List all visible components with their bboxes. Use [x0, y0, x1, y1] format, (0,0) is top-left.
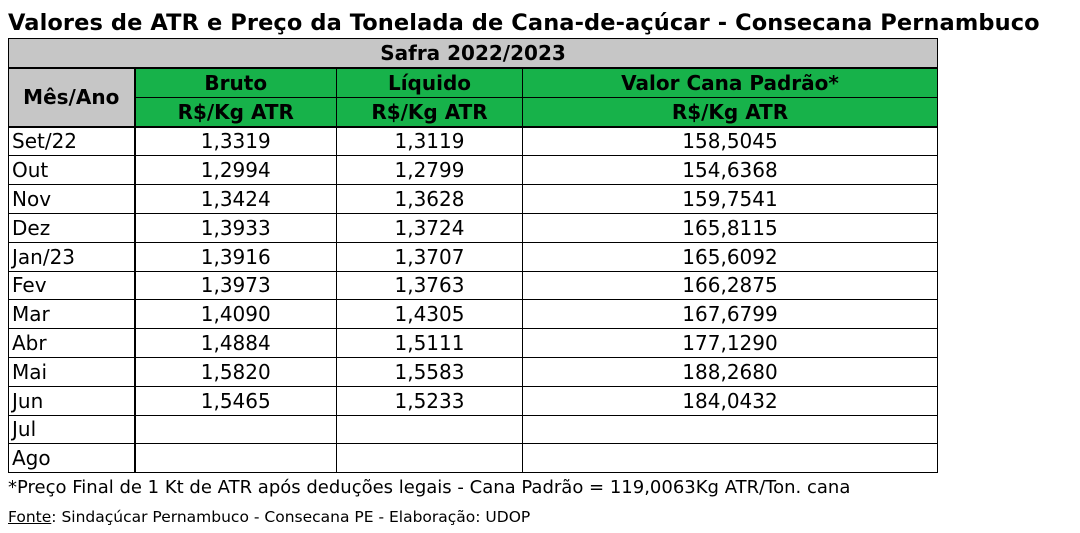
month-cell: Mar [8, 299, 136, 330]
liquido-cell: 1,3119 [336, 126, 523, 157]
bruto-cell: 1,3933 [134, 212, 337, 243]
liquido-cell: 1,3724 [336, 212, 523, 243]
month-cell: Jun [8, 385, 136, 416]
table-row: Mar 1,4090 1,4305 167,6799 [8, 299, 938, 330]
table-row: Dez 1,3933 1,3724 165,8115 [8, 212, 938, 243]
valor-cana-header: Valor Cana Padrão* [522, 67, 938, 98]
month-year-header: Mês/Ano [8, 67, 136, 128]
liquido-cell: 1,2799 [336, 155, 523, 186]
month-cell: Nov [8, 184, 136, 214]
bruto-unit: R$/Kg ATR [134, 96, 337, 128]
bruto-cell: 1,4090 [134, 299, 337, 330]
valor-cana-cell: 184,0432 [522, 385, 938, 416]
source-text: : Sindaçúcar Pernambuco - Consecana PE -… [51, 508, 531, 526]
bruto-cell: 1,3973 [134, 270, 337, 301]
valor-cana-cell: 158,5045 [522, 126, 938, 157]
source-label: Fonte [8, 508, 52, 526]
month-cell: Abr [8, 328, 136, 358]
valor-cana-cell: 166,2875 [522, 270, 938, 301]
liquido-header: Líquido [336, 67, 523, 98]
bruto-cell: 1,2994 [134, 155, 337, 186]
bruto-cell [134, 443, 337, 474]
bruto-cell [134, 414, 337, 445]
table-row: Ago [8, 443, 938, 474]
month-cell: Mai [8, 356, 136, 387]
safra-row: Safra 2022/2023 [8, 38, 938, 69]
bruto-cell: 1,5820 [134, 356, 337, 387]
valor-cana-cell: 165,6092 [522, 241, 938, 272]
month-cell: Dez [8, 212, 136, 243]
bruto-cell: 1,4884 [134, 328, 337, 358]
table-row: Set/22 1,3319 1,3119 158,5045 [8, 126, 938, 157]
month-cell: Out [8, 155, 136, 186]
column-header-row: Mês/Ano Bruto Líquido Valor Cana Padrão* [8, 67, 938, 128]
atr-price-table: Safra 2022/2023 Mês/Ano Bruto Líquido Va… [8, 38, 938, 474]
table-body: Safra 2022/2023 Mês/Ano Bruto Líquido Va… [8, 38, 938, 474]
month-cell: Ago [8, 443, 136, 474]
month-cell: Set/22 [8, 126, 136, 157]
footnote: *Preço Final de 1 Kt de ATR após deduçõe… [8, 477, 851, 498]
valor-cana-cell: 165,8115 [522, 212, 938, 243]
month-cell: Fev [8, 270, 136, 301]
table-row: Nov 1,3424 1,3628 159,7541 [8, 184, 938, 214]
bruto-cell: 1,5465 [134, 385, 337, 416]
table-row: Jun 1,5465 1,5233 184,0432 [8, 385, 938, 416]
liquido-cell: 1,5583 [336, 356, 523, 387]
table-row: Jan/23 1,3916 1,3707 165,6092 [8, 241, 938, 272]
valor-cana-cell: 167,6799 [522, 299, 938, 330]
liquido-cell: 1,3707 [336, 241, 523, 272]
table-row: Mai 1,5820 1,5583 188,2680 [8, 356, 938, 387]
liquido-cell [336, 414, 523, 445]
table-row: Fev 1,3973 1,3763 166,2875 [8, 270, 938, 301]
liquido-cell: 1,4305 [336, 299, 523, 330]
valor-cana-cell: 188,2680 [522, 356, 938, 387]
valor-cana-cell: 159,7541 [522, 184, 938, 214]
bruto-header: Bruto [134, 67, 337, 98]
valor-cana-cell: 154,6368 [522, 155, 938, 186]
month-cell: Jan/23 [8, 241, 136, 272]
valor-cana-cell [522, 443, 938, 474]
valor-cana-unit: R$/Kg ATR [522, 96, 938, 128]
liquido-cell: 1,3628 [336, 184, 523, 214]
table-row: Abr 1,4884 1,5111 177,1290 [8, 328, 938, 358]
safra-header: Safra 2022/2023 [8, 38, 938, 69]
bruto-cell: 1,3424 [134, 184, 337, 214]
table-row: Out 1,2994 1,2799 154,6368 [8, 155, 938, 186]
page-title: Valores de ATR e Preço da Tonelada de Ca… [8, 10, 1040, 36]
bruto-cell: 1,3319 [134, 126, 337, 157]
liquido-cell [336, 443, 523, 474]
valor-cana-cell [522, 414, 938, 445]
source-line: Fonte: Sindaçúcar Pernambuco - Consecana… [8, 506, 530, 528]
valor-cana-cell: 177,1290 [522, 328, 938, 358]
liquido-unit: R$/Kg ATR [336, 96, 523, 128]
liquido-cell: 1,3763 [336, 270, 523, 301]
units-header-row: R$/Kg ATR R$/Kg ATR R$/Kg ATR [9, 96, 938, 128]
liquido-cell: 1,5233 [336, 385, 523, 416]
month-cell: Jul [8, 414, 136, 445]
liquido-cell: 1,5111 [336, 328, 523, 358]
bruto-cell: 1,3916 [134, 241, 337, 272]
table-row: Jul [8, 414, 938, 445]
